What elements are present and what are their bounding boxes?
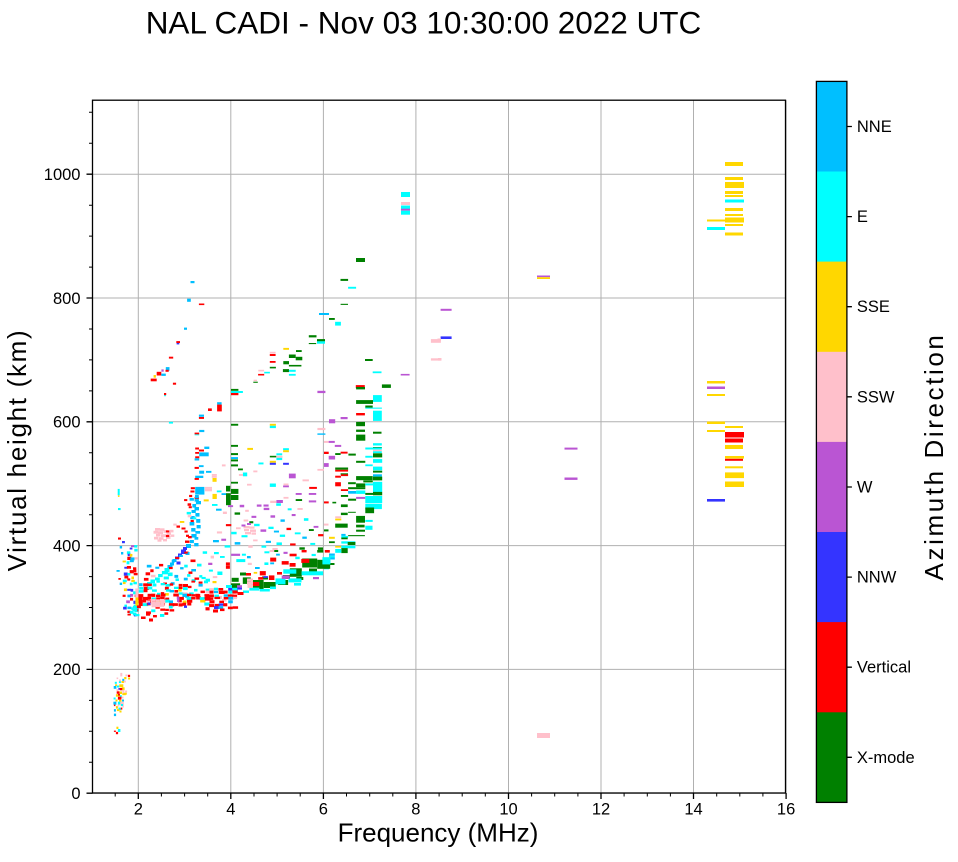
svg-text:Vertical: Vertical xyxy=(857,659,911,677)
svg-text:400: 400 xyxy=(53,537,81,555)
svg-text:4: 4 xyxy=(226,801,235,819)
svg-text:600: 600 xyxy=(53,414,81,432)
svg-text:800: 800 xyxy=(53,290,81,308)
svg-text:SSE: SSE xyxy=(857,298,890,316)
svg-text:Azimuth Direction: Azimuth Direction xyxy=(919,333,949,581)
svg-text:200: 200 xyxy=(53,661,81,679)
svg-text:X-mode: X-mode xyxy=(857,749,915,767)
svg-text:NAL CADI - Nov 03 10:30:00 202: NAL CADI - Nov 03 10:30:00 2022 UTC xyxy=(146,5,702,41)
svg-text:12: 12 xyxy=(592,801,610,819)
svg-text:16: 16 xyxy=(777,801,795,819)
svg-text:NNW: NNW xyxy=(857,569,897,587)
svg-text:8: 8 xyxy=(411,801,420,819)
svg-text:SSW: SSW xyxy=(857,388,895,406)
svg-text:14: 14 xyxy=(684,801,702,819)
svg-text:1000: 1000 xyxy=(44,166,81,184)
svg-text:6: 6 xyxy=(319,801,328,819)
svg-text:10: 10 xyxy=(499,801,517,819)
svg-text:NNE: NNE xyxy=(857,118,892,136)
svg-text:W: W xyxy=(857,479,873,497)
svg-text:Virtual height (km): Virtual height (km) xyxy=(2,329,32,572)
svg-text:2: 2 xyxy=(134,801,143,819)
svg-text:E: E xyxy=(857,208,868,226)
svg-text:Frequency (MHz): Frequency (MHz) xyxy=(338,817,539,847)
svg-text:0: 0 xyxy=(71,785,80,803)
